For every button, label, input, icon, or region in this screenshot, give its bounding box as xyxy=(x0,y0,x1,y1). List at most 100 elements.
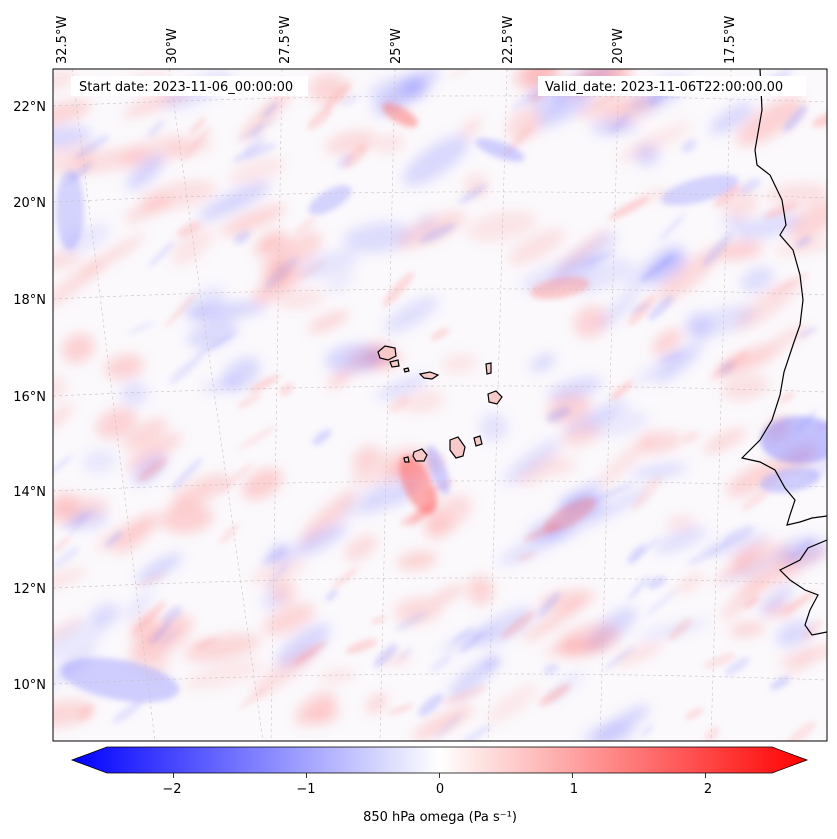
ascent-patch xyxy=(722,552,788,584)
ascent-streak xyxy=(628,575,650,600)
ascent-patch xyxy=(630,463,688,479)
ascent-patch xyxy=(326,272,354,294)
subsidence-streak xyxy=(382,271,415,307)
ascent-streak xyxy=(234,230,251,245)
start-date-box xyxy=(71,76,308,96)
subsidence-patch xyxy=(676,572,705,594)
subsidence-patch xyxy=(788,199,827,241)
subsidence-streak xyxy=(237,687,269,710)
parallel-gridline xyxy=(53,480,827,492)
ascent-streak xyxy=(435,713,463,739)
island-maio xyxy=(473,435,483,447)
subsidence-patch xyxy=(250,558,307,585)
subsidence-patch xyxy=(171,226,214,266)
subsidence-patch xyxy=(307,311,349,333)
colorbar-label: 850 hPa omega (Pa s⁻¹) xyxy=(363,810,517,825)
subsidence-streak xyxy=(682,430,700,444)
ascent-patch xyxy=(686,305,756,338)
subsidence-streak xyxy=(194,638,218,649)
subsidence-patch xyxy=(396,211,466,249)
subsidence-patch xyxy=(424,513,452,540)
ascent-patch xyxy=(343,222,414,253)
ascent-streak xyxy=(398,647,413,662)
subsidence-patch xyxy=(466,210,537,242)
lon-label-22-5w: 22.5°W xyxy=(501,16,516,64)
ascent-streak xyxy=(162,605,183,625)
meridian-gridline xyxy=(599,69,620,741)
subsidence-streak xyxy=(177,221,201,237)
lon-label-17-5w: 17.5°W xyxy=(723,16,738,64)
colorbar-tick-2: 2 xyxy=(704,782,712,797)
subsidence-patch xyxy=(614,641,664,666)
ascent-patch xyxy=(575,488,647,529)
subsidence-streak xyxy=(778,392,796,404)
subsidence-streak xyxy=(802,619,823,641)
subsidence-patch xyxy=(122,417,168,451)
ascent-streak xyxy=(783,104,808,133)
ascent-patch xyxy=(593,705,650,741)
lat-label-22n: 22°N xyxy=(13,100,46,115)
subsidence-streak xyxy=(371,616,386,625)
subsidence-patch xyxy=(252,233,283,256)
ascent-patch xyxy=(759,585,795,615)
subsidence-streak xyxy=(430,328,450,340)
subsidence-streak xyxy=(165,291,198,328)
ascent-streak xyxy=(718,360,736,376)
ascent-streak xyxy=(148,240,176,268)
subsidence-patch xyxy=(551,635,583,654)
subsidence-streak xyxy=(783,590,816,615)
valid-date-box xyxy=(538,76,806,96)
subsidence-streak xyxy=(296,215,317,234)
ascent-patch xyxy=(479,413,508,442)
lat-label-18n: 18°N xyxy=(13,293,46,308)
ascent-streak xyxy=(788,537,814,561)
subsidence-patch xyxy=(432,585,464,605)
lon-label-27-5w: 27.5°W xyxy=(278,16,293,64)
ascent-patch xyxy=(376,375,429,400)
meridian-gridline xyxy=(71,69,156,741)
ascent-core xyxy=(661,174,739,206)
ascent-streak xyxy=(262,101,279,119)
ascent-streak xyxy=(237,117,278,142)
ascent-patch xyxy=(123,590,154,620)
africa-coastline xyxy=(740,69,827,636)
subsidence-patch xyxy=(561,639,614,658)
colorbar-bar xyxy=(70,746,809,774)
subsidence-streak xyxy=(539,683,571,706)
lon-label-30w: 30°W xyxy=(165,28,180,64)
subsidence-patch xyxy=(123,196,173,223)
subsidence-streak xyxy=(78,704,94,721)
subsidence-patch xyxy=(729,622,765,637)
subsidence-patch xyxy=(486,683,539,724)
lat-label-14n: 14°N xyxy=(13,485,46,500)
subsidence-patch xyxy=(171,473,231,509)
subsidence-patch xyxy=(373,134,406,153)
ascent-patch xyxy=(136,553,183,583)
colorbar-tick-1: 1 xyxy=(570,782,578,797)
ascent-streak xyxy=(232,142,277,163)
parallel-gridline xyxy=(53,191,827,203)
subsidence-patch xyxy=(518,453,562,486)
meridian-gridline xyxy=(270,69,283,741)
subsidence-patch xyxy=(721,569,773,620)
subsidence-streak xyxy=(764,202,799,219)
subsidence-patch xyxy=(61,333,95,364)
subsidence-patch xyxy=(53,491,80,520)
island-sao-vicente xyxy=(389,359,400,368)
subsidence-streak xyxy=(189,116,207,135)
ascent-patch xyxy=(740,266,774,293)
subsidence-patch xyxy=(242,468,283,500)
subsidence-patch xyxy=(617,122,692,163)
ascent-patch xyxy=(709,102,754,135)
subsidence-streak xyxy=(53,536,71,553)
subsidence-streak xyxy=(685,707,704,720)
subsidence-patch xyxy=(773,240,827,255)
subsidence-streak xyxy=(219,462,253,493)
subsidence-patch xyxy=(228,157,285,185)
subsidence-streak xyxy=(388,395,410,413)
gridlines xyxy=(53,69,827,741)
subsidence-patch xyxy=(652,329,682,356)
subsidence-patch xyxy=(183,634,261,662)
subsidence-streak xyxy=(442,685,487,706)
ascent-streak xyxy=(105,530,123,548)
